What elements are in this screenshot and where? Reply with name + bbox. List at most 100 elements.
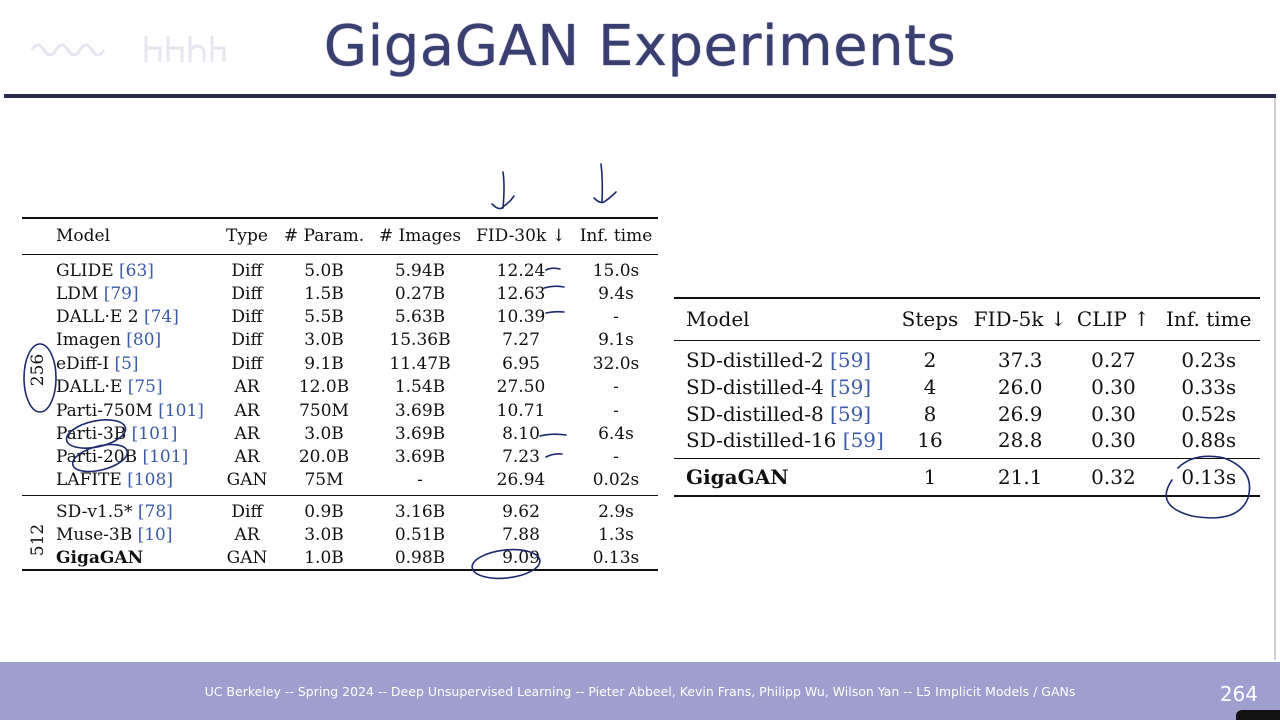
- model-name: SD-distilled-16: [686, 428, 837, 453]
- params-cell: 3.0B: [304, 524, 344, 545]
- params-cell: 20.0B: [298, 447, 350, 468]
- model-name: SD-v1.5*: [56, 501, 133, 522]
- model-name: LAFITE: [56, 470, 122, 491]
- model-cell: Parti-3B [101]: [56, 422, 218, 445]
- citation-link[interactable]: [101]: [131, 424, 178, 445]
- inf-time-cell: -: [613, 377, 619, 398]
- model-name: GLIDE: [56, 260, 114, 281]
- group-cell: [22, 422, 56, 445]
- table-row: DALL·E [75] AR 12.0B 1.54B 27.50 -: [22, 376, 658, 399]
- citation-link[interactable]: [59]: [830, 401, 872, 426]
- group-cell: [22, 495, 56, 523]
- table-row: Parti-3B [101] AR 3.0B 3.69B 8.10 6.4s: [22, 422, 658, 445]
- clip-cell: 0.27: [1091, 347, 1136, 372]
- fid-cell: 37.3: [997, 347, 1043, 372]
- page-number: 264: [1219, 682, 1258, 706]
- model-name: GigaGAN: [686, 464, 789, 489]
- model-cell: SD-distilled-4 [59]: [674, 373, 889, 400]
- fid-cell: 7.88: [502, 524, 540, 545]
- citation-link[interactable]: [10]: [137, 524, 173, 545]
- model-name: Parti-3B: [56, 424, 127, 445]
- type-cell: AR: [234, 377, 260, 398]
- steps-cell: 4: [923, 374, 937, 399]
- group-cell: [22, 282, 56, 305]
- footer-text: UC Berkeley -- Spring 2024 -- Deep Unsup…: [204, 684, 1076, 699]
- model-cell: SD-distilled-2 [59]: [674, 340, 889, 373]
- inf-time-cell: 0.13s: [1181, 464, 1237, 489]
- model-cell: GigaGAN: [56, 547, 218, 570]
- model-name: Imagen: [56, 330, 121, 351]
- right-edge-line: [1274, 98, 1276, 660]
- fid-cell: 9.09: [502, 547, 540, 568]
- group-column-header: [22, 218, 56, 255]
- images-cell: -: [372, 469, 468, 496]
- inf-time-cell: 0.88s: [1157, 427, 1260, 459]
- citation-link[interactable]: [59]: [830, 347, 872, 372]
- images-cell: 3.69B: [394, 400, 446, 421]
- clip-cell: 0.30: [1091, 374, 1136, 399]
- fid-cell: 10.39: [496, 307, 546, 328]
- footer-bar: UC Berkeley -- Spring 2024 -- Deep Unsup…: [0, 662, 1280, 720]
- citation-link[interactable]: [59]: [842, 428, 884, 453]
- model-name: DALL·E: [56, 377, 123, 398]
- model-cell: Parti-20B [101]: [56, 446, 218, 469]
- model-name: Parti-20B: [56, 447, 138, 468]
- berkeley-logo: [30, 36, 226, 62]
- model-cell: DALL·E 2 [74]: [56, 305, 218, 328]
- citation-link[interactable]: [80]: [126, 330, 162, 351]
- model-name: eDiff-I: [56, 353, 110, 374]
- fid-cell: 8.10: [502, 424, 540, 445]
- corner-tab: [1236, 710, 1280, 720]
- images-cell: 3.69B: [394, 424, 446, 445]
- citation-link[interactable]: [59]: [830, 374, 872, 399]
- fid-cell: 26.94: [468, 469, 574, 496]
- table-row: GigaGAN GAN 1.0B 0.98B 9.09 0.13s: [22, 547, 658, 570]
- inf-time-cell: 9.4s: [598, 283, 634, 304]
- table-row: Muse-3B [10] AR 3.0B 0.51B 7.88 1.3s: [22, 523, 658, 546]
- fid-cell: 10.71: [496, 400, 546, 421]
- group-label-256: 256: [28, 353, 49, 387]
- model-cell: LDM [79]: [56, 282, 218, 305]
- model-cell: eDiff-I [5]: [56, 352, 218, 375]
- citation-link[interactable]: [78]: [137, 501, 173, 522]
- citation-link[interactable]: [101]: [142, 447, 189, 468]
- type-cell: AR: [234, 424, 260, 445]
- citation-link[interactable]: [74]: [143, 307, 179, 328]
- header-images: # Images: [372, 218, 468, 255]
- model-cell: Parti-750M [101]: [56, 399, 218, 422]
- header-model: Model: [674, 298, 890, 341]
- group-cell: [22, 399, 56, 422]
- distillation-comparison-table: Model Steps FID-5k ↓ CLIP ↑ Inf. time SD…: [674, 297, 1260, 497]
- params-cell: 75M: [276, 469, 372, 496]
- model-cell: Imagen [80]: [56, 329, 218, 352]
- citation-link[interactable]: [63]: [119, 260, 154, 281]
- citation-link[interactable]: [108]: [127, 470, 173, 491]
- params-cell: 1.5B: [304, 283, 344, 304]
- params-cell: 9.1B: [304, 353, 344, 374]
- citation-link[interactable]: [101]: [158, 400, 204, 421]
- inf-time-cell: 0.13s: [592, 547, 640, 568]
- citation-link[interactable]: [79]: [103, 283, 139, 304]
- model-name: Parti-750M: [56, 400, 153, 421]
- images-cell: 11.47B: [389, 353, 451, 374]
- params-cell: 1.0B: [304, 547, 344, 568]
- fid-cell: 26.9: [997, 401, 1043, 426]
- header-params: # Param.: [276, 218, 372, 255]
- table-row: SD-distilled-16 [59] 16 28.8 0.30 0.88s: [674, 427, 1260, 459]
- fid-cell: 9.62: [502, 501, 540, 522]
- type-cell: Diff: [231, 330, 263, 351]
- model-name: Muse-3B: [56, 524, 133, 545]
- type-cell: Diff: [231, 307, 263, 328]
- table-row: LAFITE [108] GAN 75M -26.94 0.02s: [22, 469, 658, 496]
- model-cell: DALL·E [75]: [56, 376, 218, 399]
- table-row: Parti-750M [101] AR 750M 3.69B 10.71 -: [22, 399, 658, 422]
- citation-link[interactable]: [5]: [114, 353, 139, 374]
- params-cell: 3.0B: [304, 424, 344, 445]
- citation-link[interactable]: [75]: [127, 377, 163, 398]
- fid-cell: 12.24: [496, 260, 546, 281]
- model-name: SD-distilled-8: [686, 401, 824, 426]
- clip-cell: 0.30: [1091, 401, 1136, 426]
- type-cell: GAN: [226, 547, 268, 568]
- header-fid: FID-30k ↓: [468, 218, 574, 255]
- text-to-image-comparison-table: Model Type # Param. # Images FID-30k ↓ I…: [22, 217, 658, 571]
